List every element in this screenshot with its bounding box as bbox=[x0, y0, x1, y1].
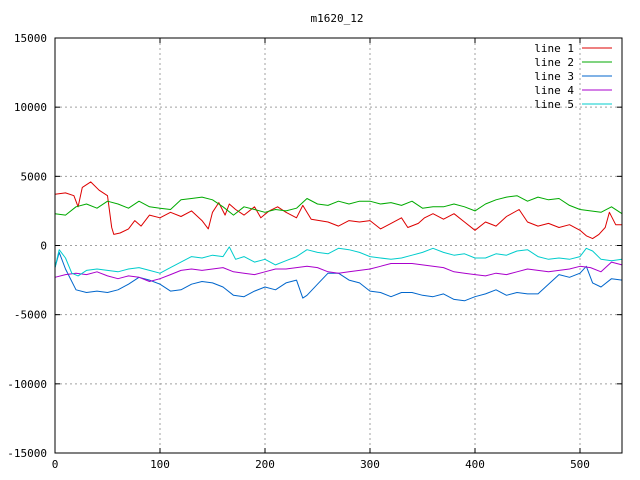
y-tick-label: 15000 bbox=[14, 32, 47, 45]
chart-title: m1620_12 bbox=[311, 12, 364, 25]
legend-label: line 4 bbox=[534, 84, 574, 97]
x-tick-label: 400 bbox=[465, 458, 485, 471]
y-tick-label: -15000 bbox=[7, 447, 47, 460]
series-group bbox=[54, 181, 623, 302]
y-tick-label: 5000 bbox=[21, 170, 48, 183]
y-tick-label: -10000 bbox=[7, 378, 47, 391]
legend-label: line 5 bbox=[534, 98, 574, 111]
series-line-5 bbox=[54, 246, 623, 277]
axis-ticks: 0 100 200 300 400 500 -15000 -10000 -5000 0 5000 10… bbox=[7, 32, 622, 471]
x-tick-label: 300 bbox=[360, 458, 380, 471]
y-tick-label: 0 bbox=[40, 240, 47, 253]
series-line-4 bbox=[54, 261, 623, 282]
series-line-2 bbox=[54, 195, 623, 216]
y-tick-label: 10000 bbox=[14, 101, 47, 114]
x-tick-label: 200 bbox=[255, 458, 275, 471]
x-tick-label: 100 bbox=[150, 458, 170, 471]
series-line-3 bbox=[54, 251, 623, 302]
series-line-1 bbox=[54, 181, 622, 240]
x-tick-label: 500 bbox=[570, 458, 590, 471]
legend-label: line 1 bbox=[534, 42, 574, 55]
legend-label: line 3 bbox=[534, 70, 574, 83]
x-tick-label: 0 bbox=[52, 458, 59, 471]
grid bbox=[55, 38, 622, 453]
y-tick-label: -5000 bbox=[14, 309, 47, 322]
legend-label: line 2 bbox=[534, 56, 574, 69]
